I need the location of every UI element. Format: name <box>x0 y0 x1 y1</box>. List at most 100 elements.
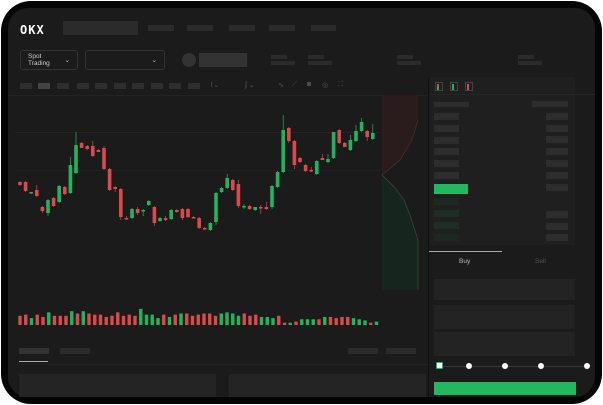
candle <box>191 216 196 219</box>
tab-open-orders[interactable] <box>19 348 49 354</box>
nav-item[interactable] <box>311 25 336 31</box>
candle-body <box>68 165 73 193</box>
draw-line-icon[interactable]: ∿ <box>278 82 284 89</box>
nav-item[interactable] <box>269 25 295 31</box>
candle <box>107 168 112 191</box>
volume-bar <box>357 319 361 325</box>
candle-body <box>242 206 246 208</box>
okx-logo[interactable]: OKX <box>20 23 45 37</box>
timeframe-button[interactable] <box>114 83 126 89</box>
filter-button[interactable] <box>386 348 416 354</box>
candle <box>96 149 101 152</box>
candle <box>124 216 129 220</box>
candle <box>85 145 89 150</box>
ruler-icon[interactable]: ⟋ <box>292 81 297 88</box>
timeframe-button-active[interactable] <box>38 83 50 89</box>
orderbook-asks-icon[interactable] <box>465 82 473 91</box>
camera-icon[interactable]: ◙ <box>307 81 312 88</box>
volume-bar <box>104 316 108 325</box>
volume-bar <box>346 316 350 325</box>
volume-bar <box>156 318 160 325</box>
candle-body <box>79 143 84 148</box>
candle <box>320 154 325 160</box>
market-selector[interactable]: Spot Trading ⌄ <box>20 50 78 70</box>
volume-bar <box>288 322 292 325</box>
candle-body <box>35 190 39 196</box>
candle-body <box>292 141 297 165</box>
orderbook-both-icon[interactable] <box>435 82 443 91</box>
depth-bids <box>382 175 418 290</box>
timeframe-button[interactable] <box>132 83 144 89</box>
chart-type-icon[interactable]: ⌇⌄ <box>210 82 220 89</box>
orderbook-bids-icon[interactable] <box>450 82 458 91</box>
stat <box>397 61 421 65</box>
timeframe-button[interactable] <box>57 83 69 89</box>
stat <box>518 61 542 65</box>
nav-item[interactable] <box>148 25 174 31</box>
pair-selector[interactable]: ⌄ <box>85 50 165 70</box>
volume-bar <box>58 315 62 325</box>
candle-body <box>359 122 364 131</box>
candle-body <box>141 210 145 212</box>
volume-bar <box>75 313 80 325</box>
slider-step[interactable] <box>584 363 590 369</box>
slider-step[interactable] <box>538 363 544 369</box>
buy-button[interactable] <box>434 382 576 395</box>
volume-bar <box>185 313 189 325</box>
candle <box>208 222 213 231</box>
timeframe-button[interactable] <box>151 83 163 89</box>
candle-body <box>163 218 168 220</box>
indicator-icon[interactable]: ʄ ⌄ <box>245 82 255 89</box>
timeframe-button[interactable] <box>77 83 89 89</box>
price-input[interactable] <box>434 279 575 300</box>
candle-body <box>320 158 325 160</box>
tab-buy[interactable]: Buy <box>459 258 471 265</box>
candle-body <box>337 130 341 143</box>
candle-body <box>326 159 330 162</box>
volume-bar <box>334 318 338 325</box>
timeframe-button[interactable] <box>95 83 107 89</box>
settings-icon[interactable]: ◎ <box>322 82 329 89</box>
timeframe-button[interactable] <box>20 83 32 89</box>
candle-body <box>331 132 336 158</box>
candle <box>119 188 123 220</box>
candle <box>303 164 308 172</box>
search-bar[interactable] <box>63 21 138 35</box>
stat <box>308 61 332 65</box>
candle <box>147 200 151 206</box>
volume-bar <box>363 320 367 325</box>
total-input[interactable] <box>434 332 575 356</box>
volume-bar <box>294 321 298 325</box>
volume-bar <box>248 315 252 325</box>
candle-body <box>46 200 50 213</box>
timeframe-button[interactable] <box>188 83 200 89</box>
candle <box>169 209 173 220</box>
volume-bar <box>219 313 223 325</box>
timeframe-button[interactable] <box>169 83 181 89</box>
filter-button[interactable] <box>348 348 378 354</box>
candle-body <box>51 198 56 206</box>
candle <box>264 202 269 210</box>
candle <box>23 181 28 192</box>
chevron-down-icon: ⌄ <box>151 57 157 64</box>
candle <box>287 127 291 143</box>
candles <box>18 115 375 231</box>
slider-step[interactable] <box>466 363 472 369</box>
leverage-slider-track[interactable] <box>440 366 587 367</box>
volume-bar <box>323 316 327 325</box>
depth-asks-line <box>381 119 419 176</box>
candle-body <box>309 170 313 172</box>
chevron-down-icon: ⌄ <box>64 57 70 64</box>
tab-sell[interactable]: Sell <box>535 258 546 265</box>
nav-item[interactable] <box>187 25 213 31</box>
nav-item[interactable] <box>229 25 255 31</box>
leverage-slider-handle[interactable] <box>436 362 443 369</box>
candle-body <box>197 218 201 228</box>
slider-step[interactable] <box>502 363 508 369</box>
tab-order-history[interactable] <box>60 348 90 354</box>
amount-input[interactable] <box>434 305 575 329</box>
candle-body <box>275 172 280 187</box>
candle <box>175 209 179 213</box>
fullscreen-icon[interactable]: ⛶ <box>338 81 343 88</box>
